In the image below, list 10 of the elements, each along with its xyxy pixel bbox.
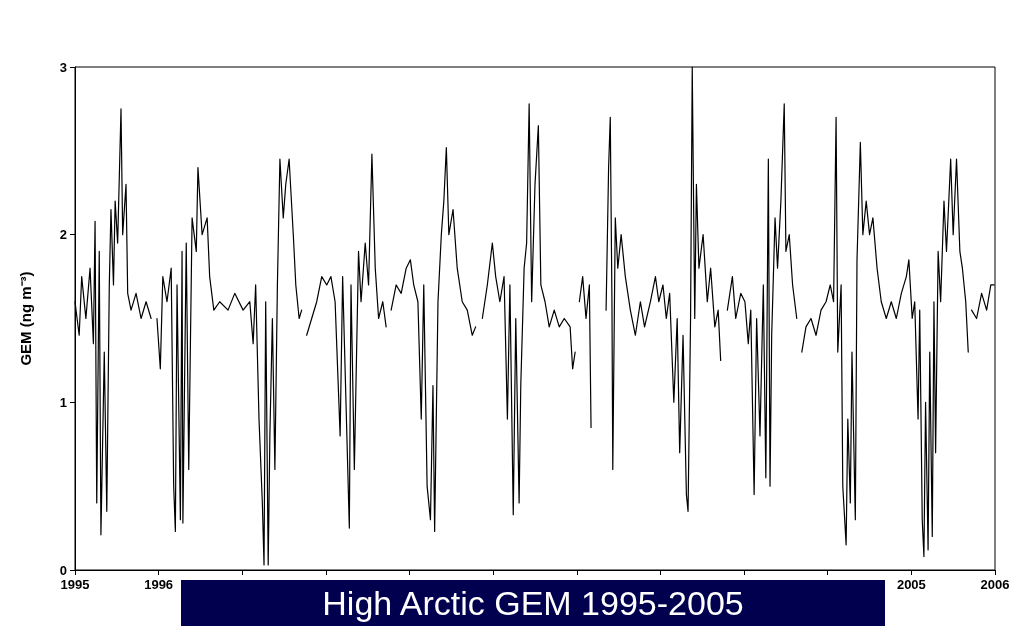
- y-tick-label: 3: [59, 59, 67, 75]
- y-tick-label: 2: [59, 227, 67, 243]
- y-tick-label: 0: [59, 562, 67, 578]
- text: High Arctic GEM 1995-2005: [181, 580, 885, 626]
- x-tick-label: 1996: [144, 577, 174, 592]
- x-tick-label: 2005: [896, 577, 926, 592]
- x-tick-label: 1995: [60, 577, 90, 592]
- x-tick-label: 2006: [980, 577, 1010, 592]
- y-tick-label: 1: [59, 394, 67, 410]
- y-axis-title: GEM (ng m⁻³): [17, 271, 34, 366]
